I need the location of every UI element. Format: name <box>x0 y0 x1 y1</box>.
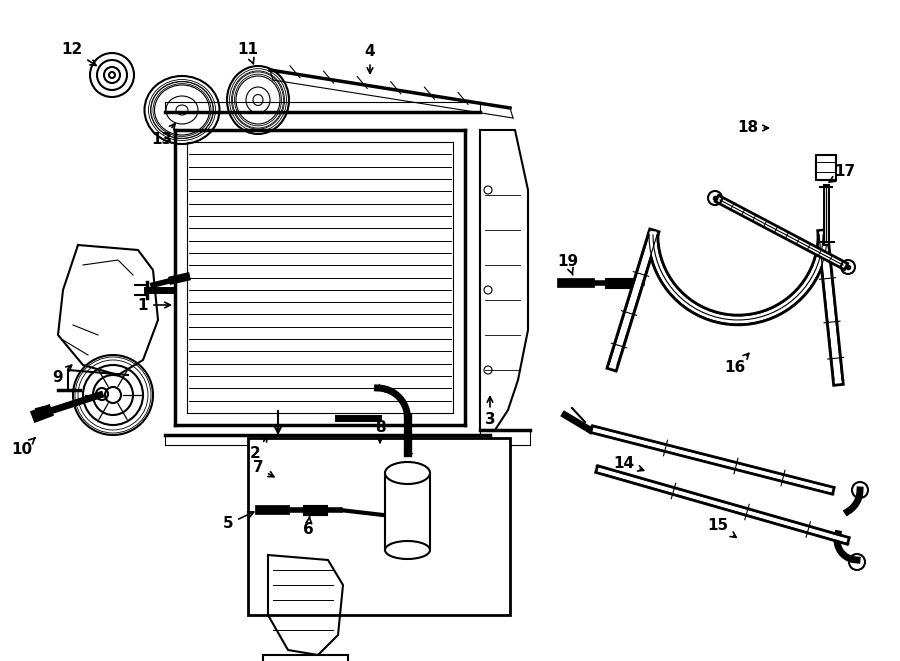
Bar <box>816 155 836 180</box>
Bar <box>385 473 430 550</box>
Bar <box>248 438 510 615</box>
Text: 5: 5 <box>222 512 254 531</box>
Text: 6: 6 <box>302 517 313 537</box>
Text: 18: 18 <box>737 120 769 136</box>
Text: 7: 7 <box>253 461 274 477</box>
Text: 1: 1 <box>138 297 170 313</box>
Text: 14: 14 <box>614 455 644 471</box>
Text: 12: 12 <box>61 42 96 65</box>
Text: 17: 17 <box>829 165 856 182</box>
Text: 2: 2 <box>249 436 267 461</box>
Text: 15: 15 <box>707 518 736 537</box>
Text: 9: 9 <box>53 365 72 385</box>
Text: 16: 16 <box>724 354 749 375</box>
Ellipse shape <box>385 462 430 484</box>
Text: 3: 3 <box>485 397 495 428</box>
Text: 4: 4 <box>364 44 375 73</box>
Text: 11: 11 <box>238 42 258 64</box>
Text: 19: 19 <box>557 254 579 275</box>
Ellipse shape <box>385 541 430 559</box>
Text: 10: 10 <box>12 438 35 457</box>
Text: 8: 8 <box>374 420 385 442</box>
Text: 13: 13 <box>151 124 176 147</box>
